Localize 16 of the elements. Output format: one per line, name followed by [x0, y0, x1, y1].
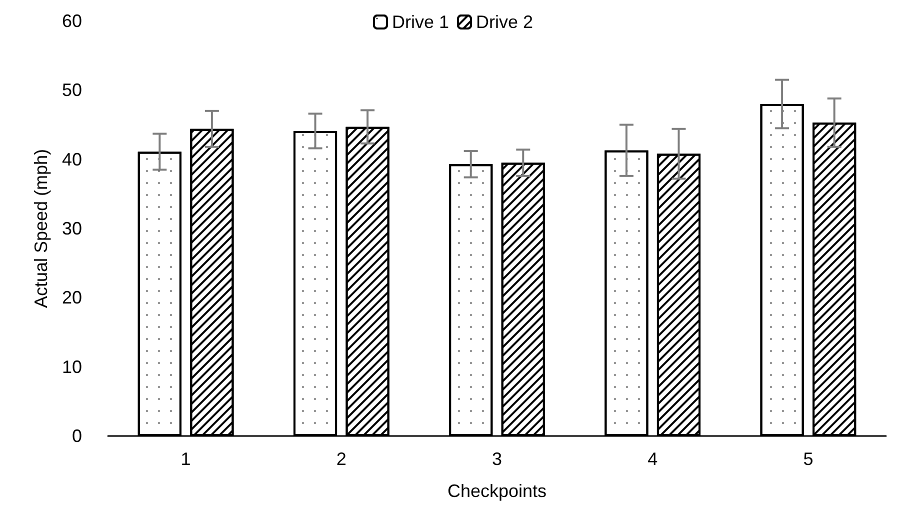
- y-tick-label: 30: [62, 218, 82, 238]
- y-tick-label: 20: [62, 288, 82, 308]
- legend-label: Drive 1: [392, 12, 449, 32]
- y-tick-label: 60: [62, 11, 82, 31]
- x-tick-label: 1: [180, 449, 191, 469]
- x-tick-label: 5: [803, 449, 814, 469]
- legend-label: Drive 2: [476, 12, 534, 32]
- x-axis-title: Checkpoints: [447, 481, 547, 501]
- x-tick-label: 2: [336, 449, 346, 469]
- x-tick-label: 4: [648, 449, 658, 469]
- y-axis-title: Actual Speed (mph): [31, 148, 51, 308]
- y-tick-label: 10: [62, 356, 82, 377]
- y-tick-label: 40: [62, 149, 82, 170]
- y-tick-label: 50: [62, 80, 82, 100]
- y-tick-label: 0: [72, 426, 82, 446]
- x-tick-label: 3: [492, 449, 502, 469]
